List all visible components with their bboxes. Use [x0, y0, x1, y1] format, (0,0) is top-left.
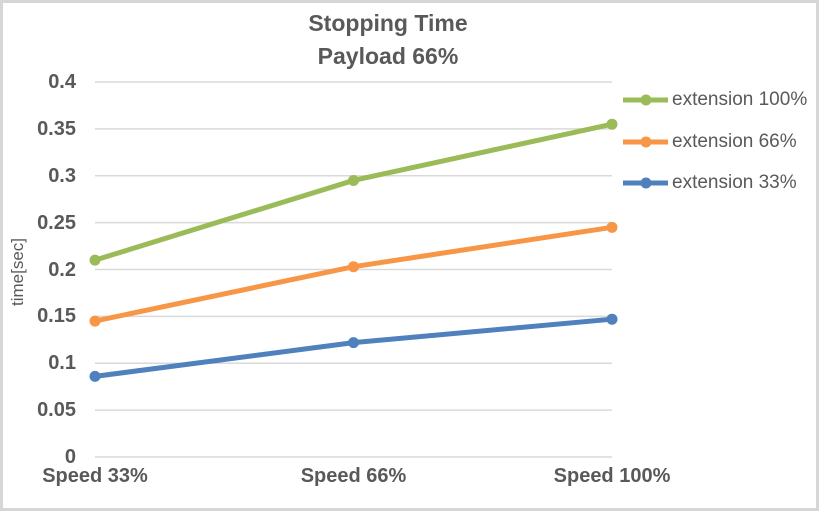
data-point-marker: [348, 337, 359, 349]
data-point-marker: [606, 118, 618, 130]
y-tick-label: 0.1: [48, 352, 76, 375]
y-tick-label: 0.05: [37, 399, 76, 422]
chart-title-line1: Stopping Time: [308, 10, 468, 36]
legend-marker-icon: [623, 136, 668, 147]
data-point-marker: [606, 313, 618, 325]
data-point-marker: [89, 370, 101, 382]
legend-item-2: extension 33%: [623, 171, 797, 195]
series-line-1: [92, 224, 615, 324]
data-point-marker: [348, 261, 359, 273]
legend-label: extension 33%: [672, 172, 797, 193]
data-point-marker: [89, 315, 101, 327]
y-tick-label: 0.4: [48, 71, 76, 93]
legend-item-0: extension 100%: [623, 88, 807, 112]
y-tick-label: 0.3: [48, 164, 76, 187]
legend-item-1: extension 66%: [623, 130, 797, 154]
legend-marker-icon: [623, 177, 668, 189]
x-axis-label: Speed 33%: [42, 465, 148, 487]
data-point-marker: [606, 221, 618, 233]
x-axis-label: Speed 66%: [300, 465, 407, 487]
data-point-marker: [348, 174, 359, 186]
legend-label: extension 66%: [672, 130, 797, 152]
legend-marker-icon: [623, 94, 668, 106]
y-tick-label: 0.2: [48, 258, 76, 281]
y-tick-label: 0.25: [37, 211, 76, 234]
x-axis-label: Speed 100%: [553, 465, 671, 487]
data-point-marker: [89, 254, 101, 266]
legend-label: extension 100%: [672, 89, 808, 110]
chart-title-line2: Payload 66%: [317, 43, 459, 69]
y-tick-label: 0.35: [37, 117, 76, 140]
chart-title: Stopping Time Payload 66%: [0, 7, 776, 73]
y-tick-label: 0.15: [37, 305, 76, 328]
y-tick-label: 0: [64, 446, 76, 468]
